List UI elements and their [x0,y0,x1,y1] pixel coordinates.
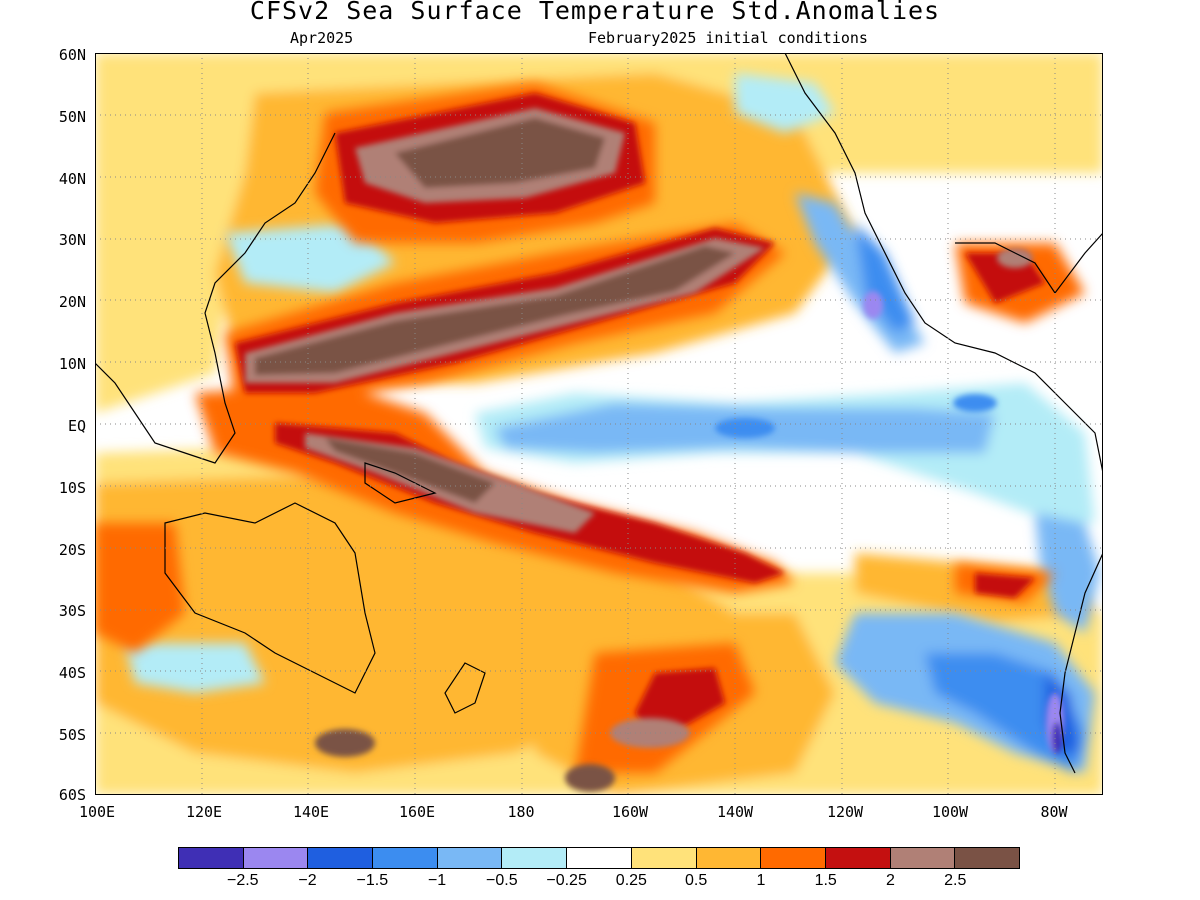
legend-label: 0.5 [685,872,708,889]
lat-label: 10S [58,479,86,497]
legend-label: 2.5 [944,872,967,889]
init-conditions: February2025 initial conditions [588,29,868,47]
lat-label: 60S [58,786,86,804]
legend-swatch [502,848,568,868]
anomaly-map[interactable] [95,53,1103,795]
legend-label: 0.25 [615,872,647,889]
lon-label: 140W [716,803,754,821]
lon-label: 80W [1040,803,1068,821]
legend-swatch [179,848,244,868]
legend-label: −2.5 [226,872,259,889]
lat-label: 50N [58,108,86,126]
lat-label: EQ [67,417,86,435]
legend-label: −1.5 [356,872,389,889]
legend-label: −2 [298,872,317,889]
extreme-warm-core [245,108,1033,792]
legend-swatch [437,848,503,868]
lat-label: 20N [58,293,86,311]
legend-swatch [955,848,1019,868]
lon-label: 160W [611,803,649,821]
legend-swatch [373,848,438,868]
lon-label: 160E [398,803,436,821]
legend-swatch [890,848,956,868]
legend-swatch [696,848,762,868]
legend-swatch [308,848,374,868]
lat-label: 10N [58,355,86,373]
legend-swatch [243,848,309,868]
lon-label: 100W [931,803,969,821]
lat-label: 40S [58,664,86,682]
legend-label: −1 [427,872,447,889]
map-canvas [95,53,1103,795]
lat-label: 50S [58,726,86,744]
legend-label: −0.5 [486,872,518,889]
legend-swatch [631,848,697,868]
lon-label: 100E [78,803,116,821]
legend-label: 1 [756,872,766,889]
legend-label: −0.25 [546,872,587,889]
chart-title: CFSv2 Sea Surface Temperature Std.Anomal… [249,0,941,25]
legend-swatch [825,848,891,868]
lon-label: 120W [826,803,864,821]
valid-month: Apr2025 [290,29,354,47]
lon-label: 120E [185,803,223,821]
color-legend-bar [178,847,1020,869]
lat-label: 30S [58,602,86,620]
legend-label: 1.5 [814,872,837,889]
coastlines [95,53,1103,774]
legend-swatch [567,848,632,868]
lat-label: 40N [58,170,86,188]
lon-label: 140E [292,803,330,821]
lon-label: 180 [507,803,535,821]
graticule [95,53,1103,795]
lat-label: 60N [58,46,86,64]
legend-label: 2 [886,872,895,889]
lat-label: 30N [58,231,86,249]
map-frame [95,53,1103,795]
lat-label: 20S [58,541,86,559]
legend-swatch [761,848,826,868]
